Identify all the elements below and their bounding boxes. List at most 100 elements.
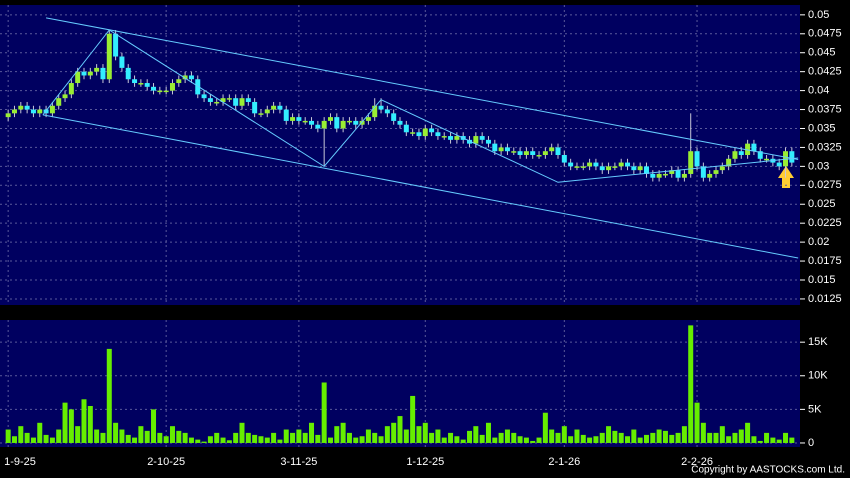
y-tick-label: 0 [808, 437, 814, 449]
candle-body [441, 136, 447, 138]
price-panel [0, 5, 800, 305]
volume-bar [606, 426, 612, 443]
volume-bar [30, 437, 36, 443]
candle-body [511, 151, 517, 153]
candle-body [479, 136, 485, 140]
candle-body [378, 105, 384, 110]
y-tick-label: 0.02 [808, 236, 829, 248]
candle-body [631, 166, 637, 171]
volume-bar [429, 432, 435, 443]
candle-body [125, 67, 131, 80]
candle-body [416, 132, 422, 137]
candle-body [549, 147, 555, 152]
volume-bar [365, 429, 371, 443]
volume-bar [479, 434, 485, 443]
volume-bar [75, 426, 81, 443]
volume-bar [492, 437, 498, 443]
y-tick-label: 0.05 [808, 9, 829, 21]
volume-bar [694, 402, 700, 443]
volume-bar [43, 434, 49, 443]
volume-bar [81, 399, 87, 443]
candle-body [587, 162, 593, 167]
candle-body [18, 105, 24, 110]
candle-body [277, 105, 283, 110]
candle-body [290, 117, 296, 121]
volume-bar [460, 439, 466, 443]
candle-body [309, 120, 315, 125]
candle-body [789, 151, 795, 163]
volume-bar [5, 429, 11, 443]
volume-bar [214, 432, 220, 443]
volume-bar [745, 422, 751, 443]
volume-bar [467, 430, 473, 443]
candle-body [492, 143, 498, 152]
volume-bar [176, 430, 182, 443]
x-tick-label: 2-1-26 [548, 456, 580, 468]
volume-bar [631, 429, 637, 443]
volume-bar [776, 439, 782, 443]
candle-body [732, 151, 738, 159]
candle-body [87, 71, 93, 76]
volume-bar [656, 429, 662, 443]
candle-body [694, 151, 700, 167]
candle-body [94, 67, 100, 72]
candle-body [68, 83, 74, 95]
volume-bar [49, 437, 55, 443]
volume-bar [372, 432, 378, 443]
volume-bar [113, 422, 119, 443]
candle-body [201, 94, 207, 99]
volume-bar [669, 434, 675, 443]
volume-bar [422, 422, 428, 443]
candle-body [618, 162, 624, 167]
y-tick-label: 15K [808, 336, 828, 348]
candle-body [233, 98, 239, 106]
candle-body [220, 98, 226, 102]
volume-bar [416, 426, 422, 443]
volume-bar [169, 426, 175, 443]
volume-bar [580, 434, 586, 443]
volume-bar [542, 412, 548, 443]
volume-bar [68, 409, 74, 443]
trendline [42, 29, 799, 183]
volume-bar [119, 429, 125, 443]
candle-body [49, 105, 55, 114]
volume-bar [675, 432, 681, 443]
copyright: Copyright by AASTOCKS.com Ltd. [691, 465, 845, 476]
candle-body [119, 56, 125, 68]
candle-body [517, 151, 523, 155]
candle-body [81, 71, 87, 76]
x-tick-label: 3-11-25 [280, 456, 317, 468]
volume-bar [277, 439, 283, 443]
y-tick-label: 0.0275 [808, 179, 842, 191]
candle-body [372, 105, 378, 118]
volume-bar [302, 432, 308, 443]
volume-bar [327, 437, 333, 443]
candle-body [188, 75, 194, 80]
candle-body [625, 162, 631, 167]
candle-body [258, 113, 264, 115]
volume-bar [132, 437, 138, 443]
candle-body [650, 173, 656, 178]
candle-body [106, 33, 112, 80]
volume-bar [264, 437, 270, 443]
volume-bar [473, 426, 479, 443]
candle-body [340, 120, 346, 129]
candle-body [751, 143, 757, 152]
candle-body [568, 162, 574, 167]
candle-body [719, 166, 725, 171]
candle-body [321, 120, 327, 129]
volume-bar [346, 432, 352, 443]
y-tick-label: 10K [808, 370, 828, 382]
y-tick-label: 0.015 [808, 274, 836, 286]
volume-bar [24, 432, 30, 443]
candle-body [669, 170, 675, 174]
volume-bar [783, 432, 789, 443]
volume-bar [144, 430, 150, 443]
volume-bar [454, 436, 460, 443]
candle-body [700, 166, 706, 178]
candle-body [410, 132, 416, 134]
volume-bar [681, 426, 687, 443]
volume-bar [18, 426, 24, 443]
volume-bar [643, 434, 649, 443]
